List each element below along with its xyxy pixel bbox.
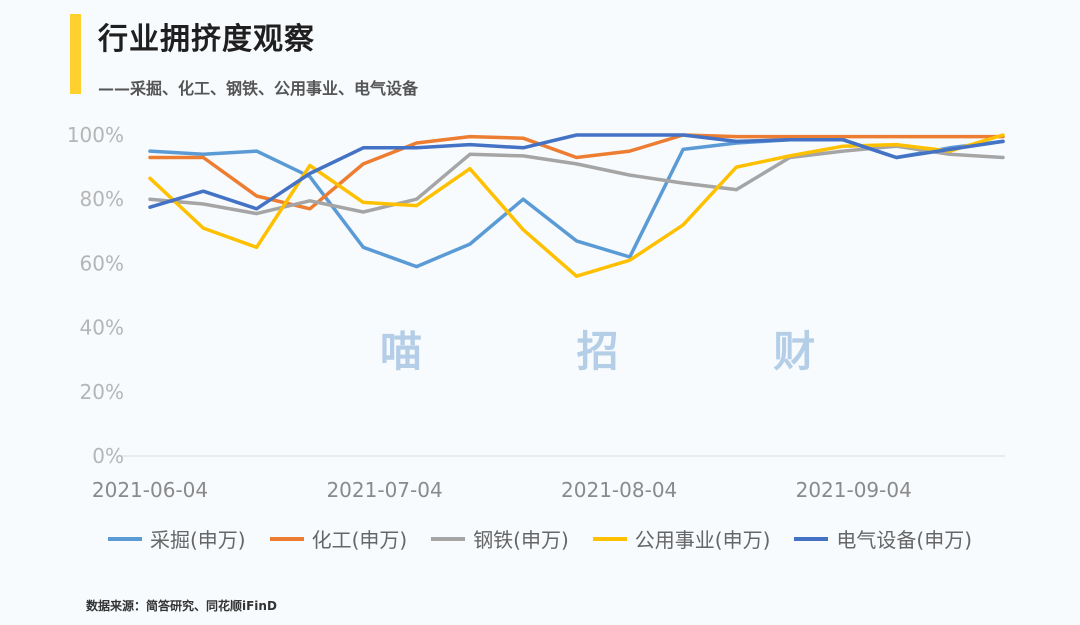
- y-tick-label: 100%: [67, 123, 124, 147]
- legend-label: 电气设备(申万): [836, 528, 973, 552]
- y-tick-label: 80%: [80, 187, 124, 211]
- page-subtitle: ——采掘、化工、钢铁、公用事业、电气设备: [98, 79, 419, 98]
- legend-label: 公用事业(申万): [634, 528, 771, 552]
- series-line-2: [148, 144, 1005, 216]
- y-tick-label: 20%: [80, 380, 124, 404]
- watermark: 喵 招 财: [380, 327, 886, 376]
- legend-swatch: [107, 536, 142, 541]
- legend-item: 化工(申万): [269, 524, 408, 553]
- legend-label: 钢铁(申万): [473, 528, 569, 552]
- legend-swatch: [269, 536, 304, 541]
- y-tick-label: 0%: [92, 444, 124, 468]
- x-tick-label: 2021-09-04: [796, 478, 912, 502]
- x-tick-label: 2021-06-04: [92, 478, 208, 502]
- legend-swatch: [592, 536, 627, 541]
- legend-label: 化工(申万): [311, 528, 408, 552]
- chart-legend: 采掘(申万) 化工(申万) 钢铁(申万) 公用事业(申万) 电气设备(申万): [0, 524, 1080, 553]
- data-source: 数据来源：简答研究、同花顺iFinD: [86, 599, 277, 613]
- x-tick-label: 2021-08-04: [561, 478, 677, 502]
- x-tick-label: 2021-07-04: [326, 478, 442, 502]
- legend-item: 钢铁(申万): [431, 524, 569, 553]
- series-line-4: [148, 133, 1005, 211]
- legend-item: 采掘(申万): [107, 524, 246, 553]
- legend-item: 电气设备(申万): [794, 524, 972, 553]
- legend-item: 公用事业(申万): [592, 524, 771, 553]
- page-title: 行业拥挤度观察: [98, 22, 315, 57]
- legend-swatch: [794, 536, 829, 541]
- legend-label: 采掘(申万): [149, 528, 246, 552]
- y-tick-label: 60%: [80, 251, 124, 275]
- y-tick-label: 40%: [80, 316, 124, 340]
- title-accent-bar: [70, 14, 81, 94]
- legend-swatch: [431, 536, 466, 541]
